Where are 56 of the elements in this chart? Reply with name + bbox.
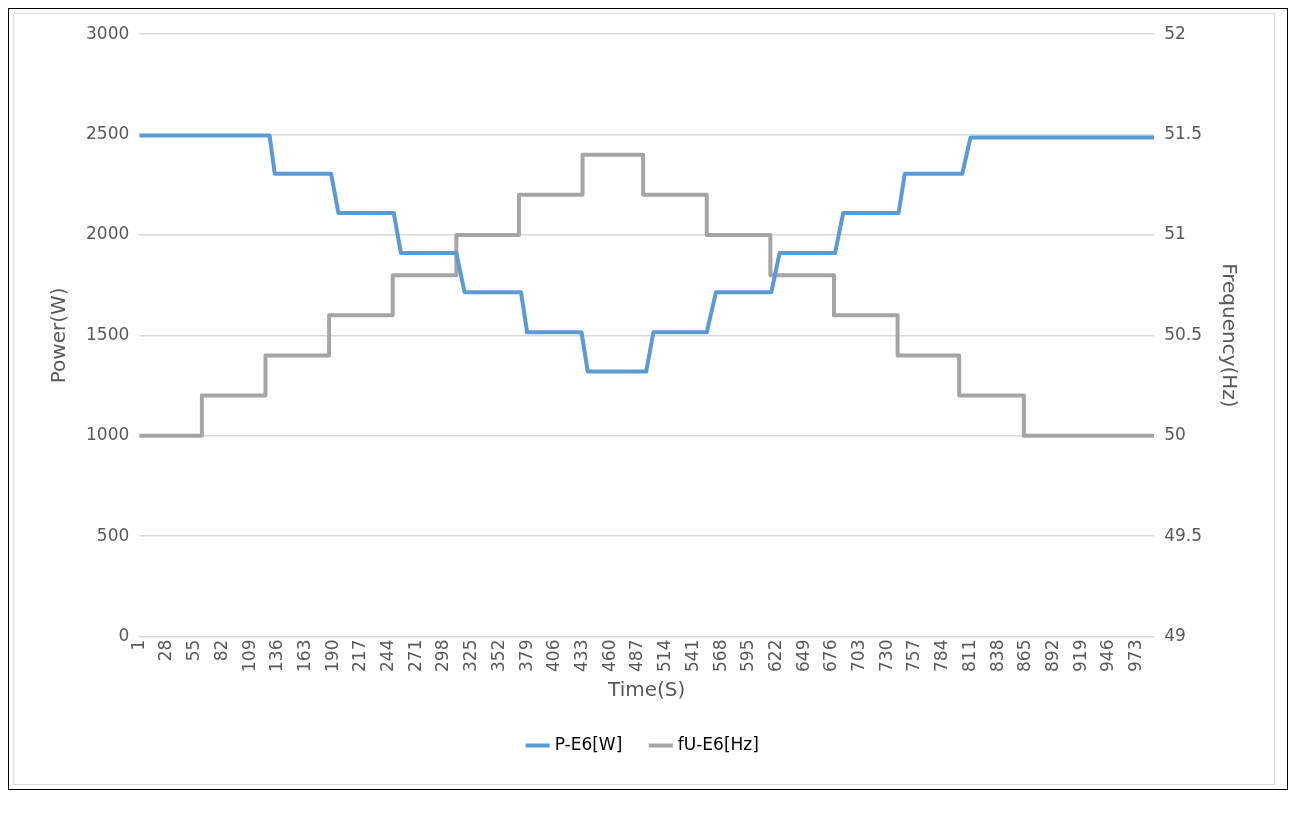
y2-tick-label: 50.5 (1164, 323, 1203, 344)
x-tick-label: 514 (654, 639, 675, 673)
x-tick-label: 460 (598, 639, 619, 673)
x-tick-label: 919 (1069, 639, 1090, 673)
x-tick-label: 811 (958, 639, 979, 673)
x-tick-label: 595 (737, 639, 758, 673)
y-tick-label: 2000 (86, 223, 130, 244)
x-axis-title: Time(S) (607, 677, 686, 702)
y-tick-label: 3000 (86, 22, 130, 43)
x-tick-label: 136 (266, 639, 287, 673)
x-tick-label: 406 (543, 639, 564, 673)
x-tick-label: 622 (764, 639, 785, 673)
x-tick-label: 1 (127, 639, 148, 651)
x-tick-label: 190 (321, 639, 342, 673)
y2-tick-label: 52 (1164, 22, 1186, 43)
y-tick-label: 2500 (86, 123, 130, 144)
x-tick-label: 55 (183, 639, 204, 662)
x-tick-label: 217 (349, 639, 370, 673)
x-tick-label: 541 (681, 639, 702, 673)
x-tick-label: 163 (293, 639, 314, 673)
x-tick-label: 325 (460, 639, 481, 673)
y-tick-label: 500 (96, 524, 130, 545)
x-tick-label: 271 (404, 639, 425, 673)
x-tick-label: 568 (709, 639, 730, 673)
legend-label: fU-E6[Hz] (677, 733, 759, 754)
x-tick-label: 109 (238, 639, 259, 673)
x-tick-label: 676 (820, 639, 841, 673)
x-tick-label: 892 (1042, 639, 1063, 673)
x-tick-label: 973 (1125, 639, 1146, 673)
x-tick-label: 757 (903, 639, 924, 673)
y-tick-label: 1500 (86, 323, 130, 344)
x-tick-label: 865 (1014, 639, 1035, 673)
legend-label: P-E6[W] (554, 733, 623, 754)
x-tick-label: 28 (155, 639, 176, 662)
x-tick-label: 946 (1097, 639, 1118, 673)
x-tick-label: 703 (848, 639, 869, 673)
x-tick-label: 82 (210, 639, 231, 662)
x-tick-label: 433 (570, 639, 591, 673)
y2-axis-title: Frequency(Hz) (1217, 263, 1242, 408)
y2-tick-label: 50 (1164, 424, 1186, 445)
x-tick-label: 649 (792, 639, 813, 673)
y2-tick-label: 49 (1164, 624, 1186, 645)
y-axis-title: Power(W) (46, 287, 71, 384)
y2-tick-label: 51.5 (1164, 123, 1203, 144)
y2-tick-label: 51 (1164, 223, 1186, 244)
x-tick-label: 838 (986, 639, 1007, 673)
y2-tick-label: 49.5 (1164, 524, 1203, 545)
x-tick-label: 244 (377, 639, 398, 673)
x-tick-label: 298 (432, 639, 453, 673)
x-tick-label: 379 (515, 639, 536, 673)
x-tick-label: 784 (931, 639, 952, 673)
y-tick-label: 1000 (86, 424, 130, 445)
y-tick-label: 0 (118, 624, 130, 645)
x-tick-label: 730 (875, 639, 896, 673)
x-tick-label: 487 (626, 639, 647, 673)
x-tick-label: 352 (487, 639, 508, 673)
